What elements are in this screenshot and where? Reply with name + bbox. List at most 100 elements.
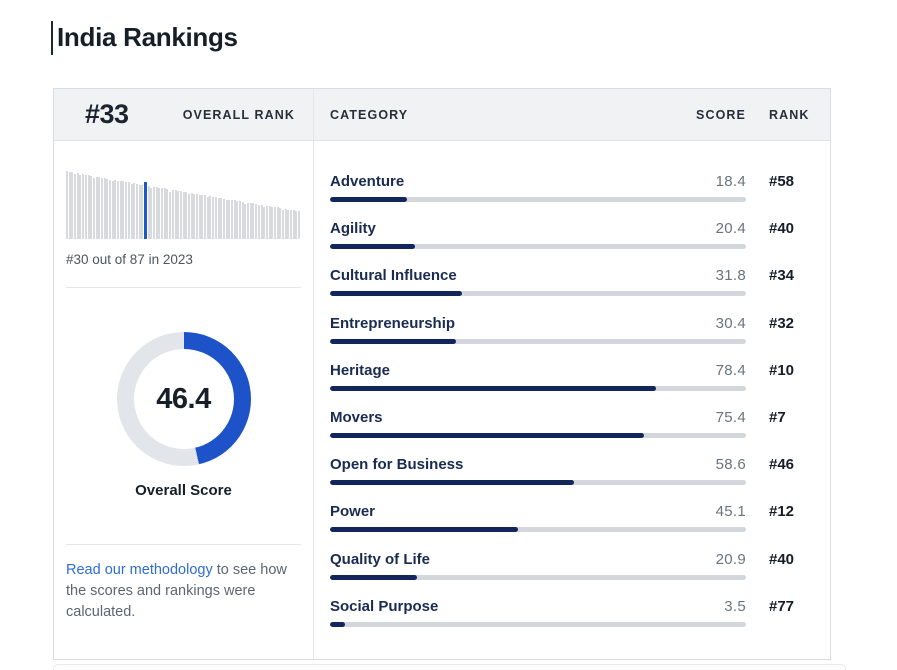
overall-score-donut-chart: 46.4: [116, 332, 251, 466]
rank-distribution-bar: [217, 198, 220, 239]
overall-rank-cell: #33 OVERALL RANK: [54, 89, 314, 140]
rank-distribution-bar: [79, 175, 82, 239]
category-label: Quality of Life: [330, 550, 431, 568]
rank-distribution-chart: [66, 167, 301, 239]
rank-value: #46: [769, 456, 795, 474]
rank-distribution-bar: [169, 192, 172, 239]
overall-score-label: Overall Score: [135, 482, 232, 499]
score-value: 75.4: [715, 408, 746, 426]
rank-distribution-bar: [109, 180, 111, 239]
score-bar-track: [330, 574, 746, 580]
rank-distribution-bar: [114, 180, 117, 239]
methodology-link[interactable]: Read our methodology: [66, 562, 213, 578]
score-bar-fill: [330, 480, 574, 486]
rank-distribution-bar: [214, 197, 217, 239]
rank-distribution-bar: [241, 202, 244, 239]
rank-distribution-bar: [228, 200, 231, 239]
rank-value: #58: [769, 173, 795, 190]
rank-distribution-bar: [150, 188, 153, 239]
rank-distribution-bar: [233, 200, 236, 239]
category-label: Social Purpose: [330, 597, 439, 615]
rank-distribution-bar: [276, 207, 279, 239]
rank-distribution-bar: [190, 193, 193, 239]
rank-distribution-bar: [268, 206, 271, 239]
score-value: 58.6: [715, 456, 746, 474]
rank-distribution-caption: #30 out of 87 in 2023: [66, 252, 193, 267]
rank-distribution-bar: [209, 196, 212, 239]
rank-distribution-bar: [130, 184, 133, 239]
rank-distribution-bar: [201, 195, 204, 239]
table-row: Heritage 78.4 #10: [330, 361, 813, 408]
score-bar-fill: [330, 621, 345, 627]
rank-distribution-bar: [138, 185, 141, 239]
category-table: Adventure 18.4 #58 Agility 20.4 #40 Cultural I…: [314, 141, 830, 659]
rank-distribution-bar: [141, 185, 144, 239]
rank-distribution-bar: [100, 178, 103, 239]
card-body: #30 out of 87 in 2023 46.4 Overall Score…: [54, 141, 830, 659]
rank-distribution-bar: [98, 177, 101, 239]
category-label: Adventure: [330, 173, 405, 190]
category-label: Open for Business: [330, 456, 464, 474]
rank-distribution-bar: [282, 210, 284, 239]
category-label: Heritage: [330, 361, 391, 379]
rankings-card: #33 OVERALL RANK CATEGORY SCORE RANK #30…: [53, 88, 831, 660]
rank-distribution-bar: [87, 175, 90, 239]
current-rank-bar: [143, 182, 147, 239]
rank-distribution-bar: [92, 178, 95, 239]
score-bar-fill: [330, 574, 417, 580]
rank-distribution-bar: [265, 206, 268, 239]
rank-distribution-bar: [174, 190, 177, 239]
score-value: 3.5: [724, 597, 746, 615]
next-card-top-edge: [53, 664, 846, 670]
card-header: #33 OVERALL RANK CATEGORY SCORE RANK: [54, 89, 830, 141]
rank-column-header: RANK: [769, 107, 810, 122]
score-column-header: SCORE: [696, 107, 746, 122]
rank-distribution-bar: [95, 177, 98, 239]
score-value: 31.8: [715, 267, 746, 285]
score-bar-track: [330, 432, 746, 438]
score-value: 18.4: [715, 173, 746, 190]
rank-distribution-bar: [295, 211, 298, 239]
rank-distribution-bar: [158, 188, 161, 239]
rank-value: #40: [769, 550, 795, 568]
rank-distribution-bar: [163, 188, 166, 239]
rank-distribution-bar: [106, 179, 109, 239]
methodology-text: Read our methodology to see how the scor…: [66, 560, 301, 623]
rank-distribution-bar: [171, 190, 174, 239]
rank-distribution-bar: [271, 207, 274, 239]
score-bar-fill: [330, 385, 657, 391]
table-row: Entrepreneurship 30.4 #32: [330, 314, 813, 361]
rank-distribution-bar: [153, 187, 155, 239]
rank-distribution-bar: [198, 195, 201, 239]
rank-distribution-bar: [263, 207, 266, 239]
rank-distribution-bar: [68, 172, 71, 239]
rank-distribution-bar: [185, 192, 188, 239]
score-bar-track: [330, 385, 746, 391]
table-row: Quality of Life 20.9 #40: [330, 550, 813, 597]
rank-distribution-bar: [117, 181, 120, 239]
rank-distribution-bar: [249, 203, 252, 239]
rank-distribution-bar: [196, 194, 198, 239]
rank-distribution-bar: [187, 194, 190, 239]
score-bar-track: [330, 480, 746, 486]
score-bar-track: [330, 244, 746, 250]
category-label: Movers: [330, 408, 383, 426]
rank-distribution-bar: [71, 172, 74, 239]
rank-distribution-bar: [244, 204, 247, 239]
rank-distribution-bar: [82, 174, 85, 239]
rank-distribution-bar: [155, 187, 158, 239]
rank-value: #40: [769, 220, 795, 238]
rank-distribution-bar: [225, 200, 228, 239]
rank-distribution-bar: [255, 204, 258, 239]
table-header-row: CATEGORY SCORE RANK: [314, 89, 830, 140]
rank-distribution-bar: [179, 191, 182, 239]
rank-distribution-bar: [204, 195, 207, 239]
rank-distribution-bar: [212, 197, 215, 239]
score-bar-track: [330, 197, 746, 202]
score-bar-fill: [330, 432, 644, 438]
overall-rank-value: #33: [85, 99, 129, 129]
rank-value: #77: [769, 597, 795, 615]
rank-distribution-bar: [239, 201, 241, 239]
rank-distribution-bar: [161, 188, 164, 239]
rank-distribution-bar: [273, 207, 276, 239]
